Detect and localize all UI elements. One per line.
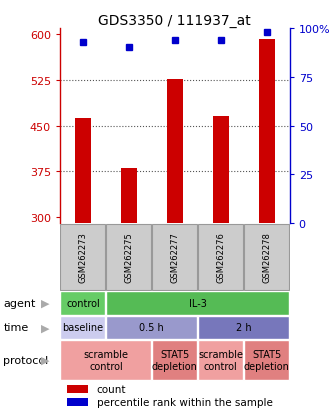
Text: baseline: baseline (62, 323, 104, 332)
Bar (152, 340, 197, 380)
Text: GSM262277: GSM262277 (170, 232, 179, 282)
Text: GSM262275: GSM262275 (124, 232, 134, 282)
Text: time: time (3, 323, 29, 332)
Bar (60, 224, 106, 290)
Text: scramble
control: scramble control (83, 349, 129, 371)
Bar (213, 117, 229, 223)
Bar (60, 292, 106, 315)
Bar (152, 224, 197, 290)
Bar (121, 168, 137, 223)
Text: IL-3: IL-3 (189, 298, 207, 308)
Text: percentile rank within the sample: percentile rank within the sample (97, 397, 273, 407)
Text: ▶: ▶ (41, 355, 49, 365)
Bar (60, 316, 106, 339)
Text: ▶: ▶ (41, 323, 49, 332)
Text: GSM262278: GSM262278 (262, 232, 271, 282)
Bar (60, 340, 152, 380)
Bar (198, 340, 243, 380)
Text: ▶: ▶ (41, 298, 49, 308)
Bar (259, 40, 275, 223)
Text: protocol: protocol (3, 355, 49, 365)
Text: GSM262276: GSM262276 (216, 232, 225, 282)
Text: count: count (97, 384, 126, 394)
Text: scramble
control: scramble control (198, 349, 243, 371)
Bar (167, 80, 183, 223)
Bar (67, 385, 88, 393)
Text: 0.5 h: 0.5 h (140, 323, 164, 332)
Title: GDS3350 / 111937_at: GDS3350 / 111937_at (99, 14, 251, 28)
Bar (198, 224, 243, 290)
Text: agent: agent (3, 298, 36, 308)
Text: STAT5
depletion: STAT5 depletion (152, 349, 198, 371)
Text: 2 h: 2 h (236, 323, 251, 332)
Text: GSM262273: GSM262273 (78, 232, 88, 282)
Bar (67, 398, 88, 406)
Text: STAT5
depletion: STAT5 depletion (244, 349, 290, 371)
Bar (244, 224, 289, 290)
Text: control: control (66, 298, 100, 308)
Bar (106, 292, 289, 315)
Bar (106, 316, 197, 339)
Bar (244, 340, 289, 380)
Bar (75, 119, 91, 223)
Bar (198, 316, 289, 339)
Bar (106, 224, 152, 290)
